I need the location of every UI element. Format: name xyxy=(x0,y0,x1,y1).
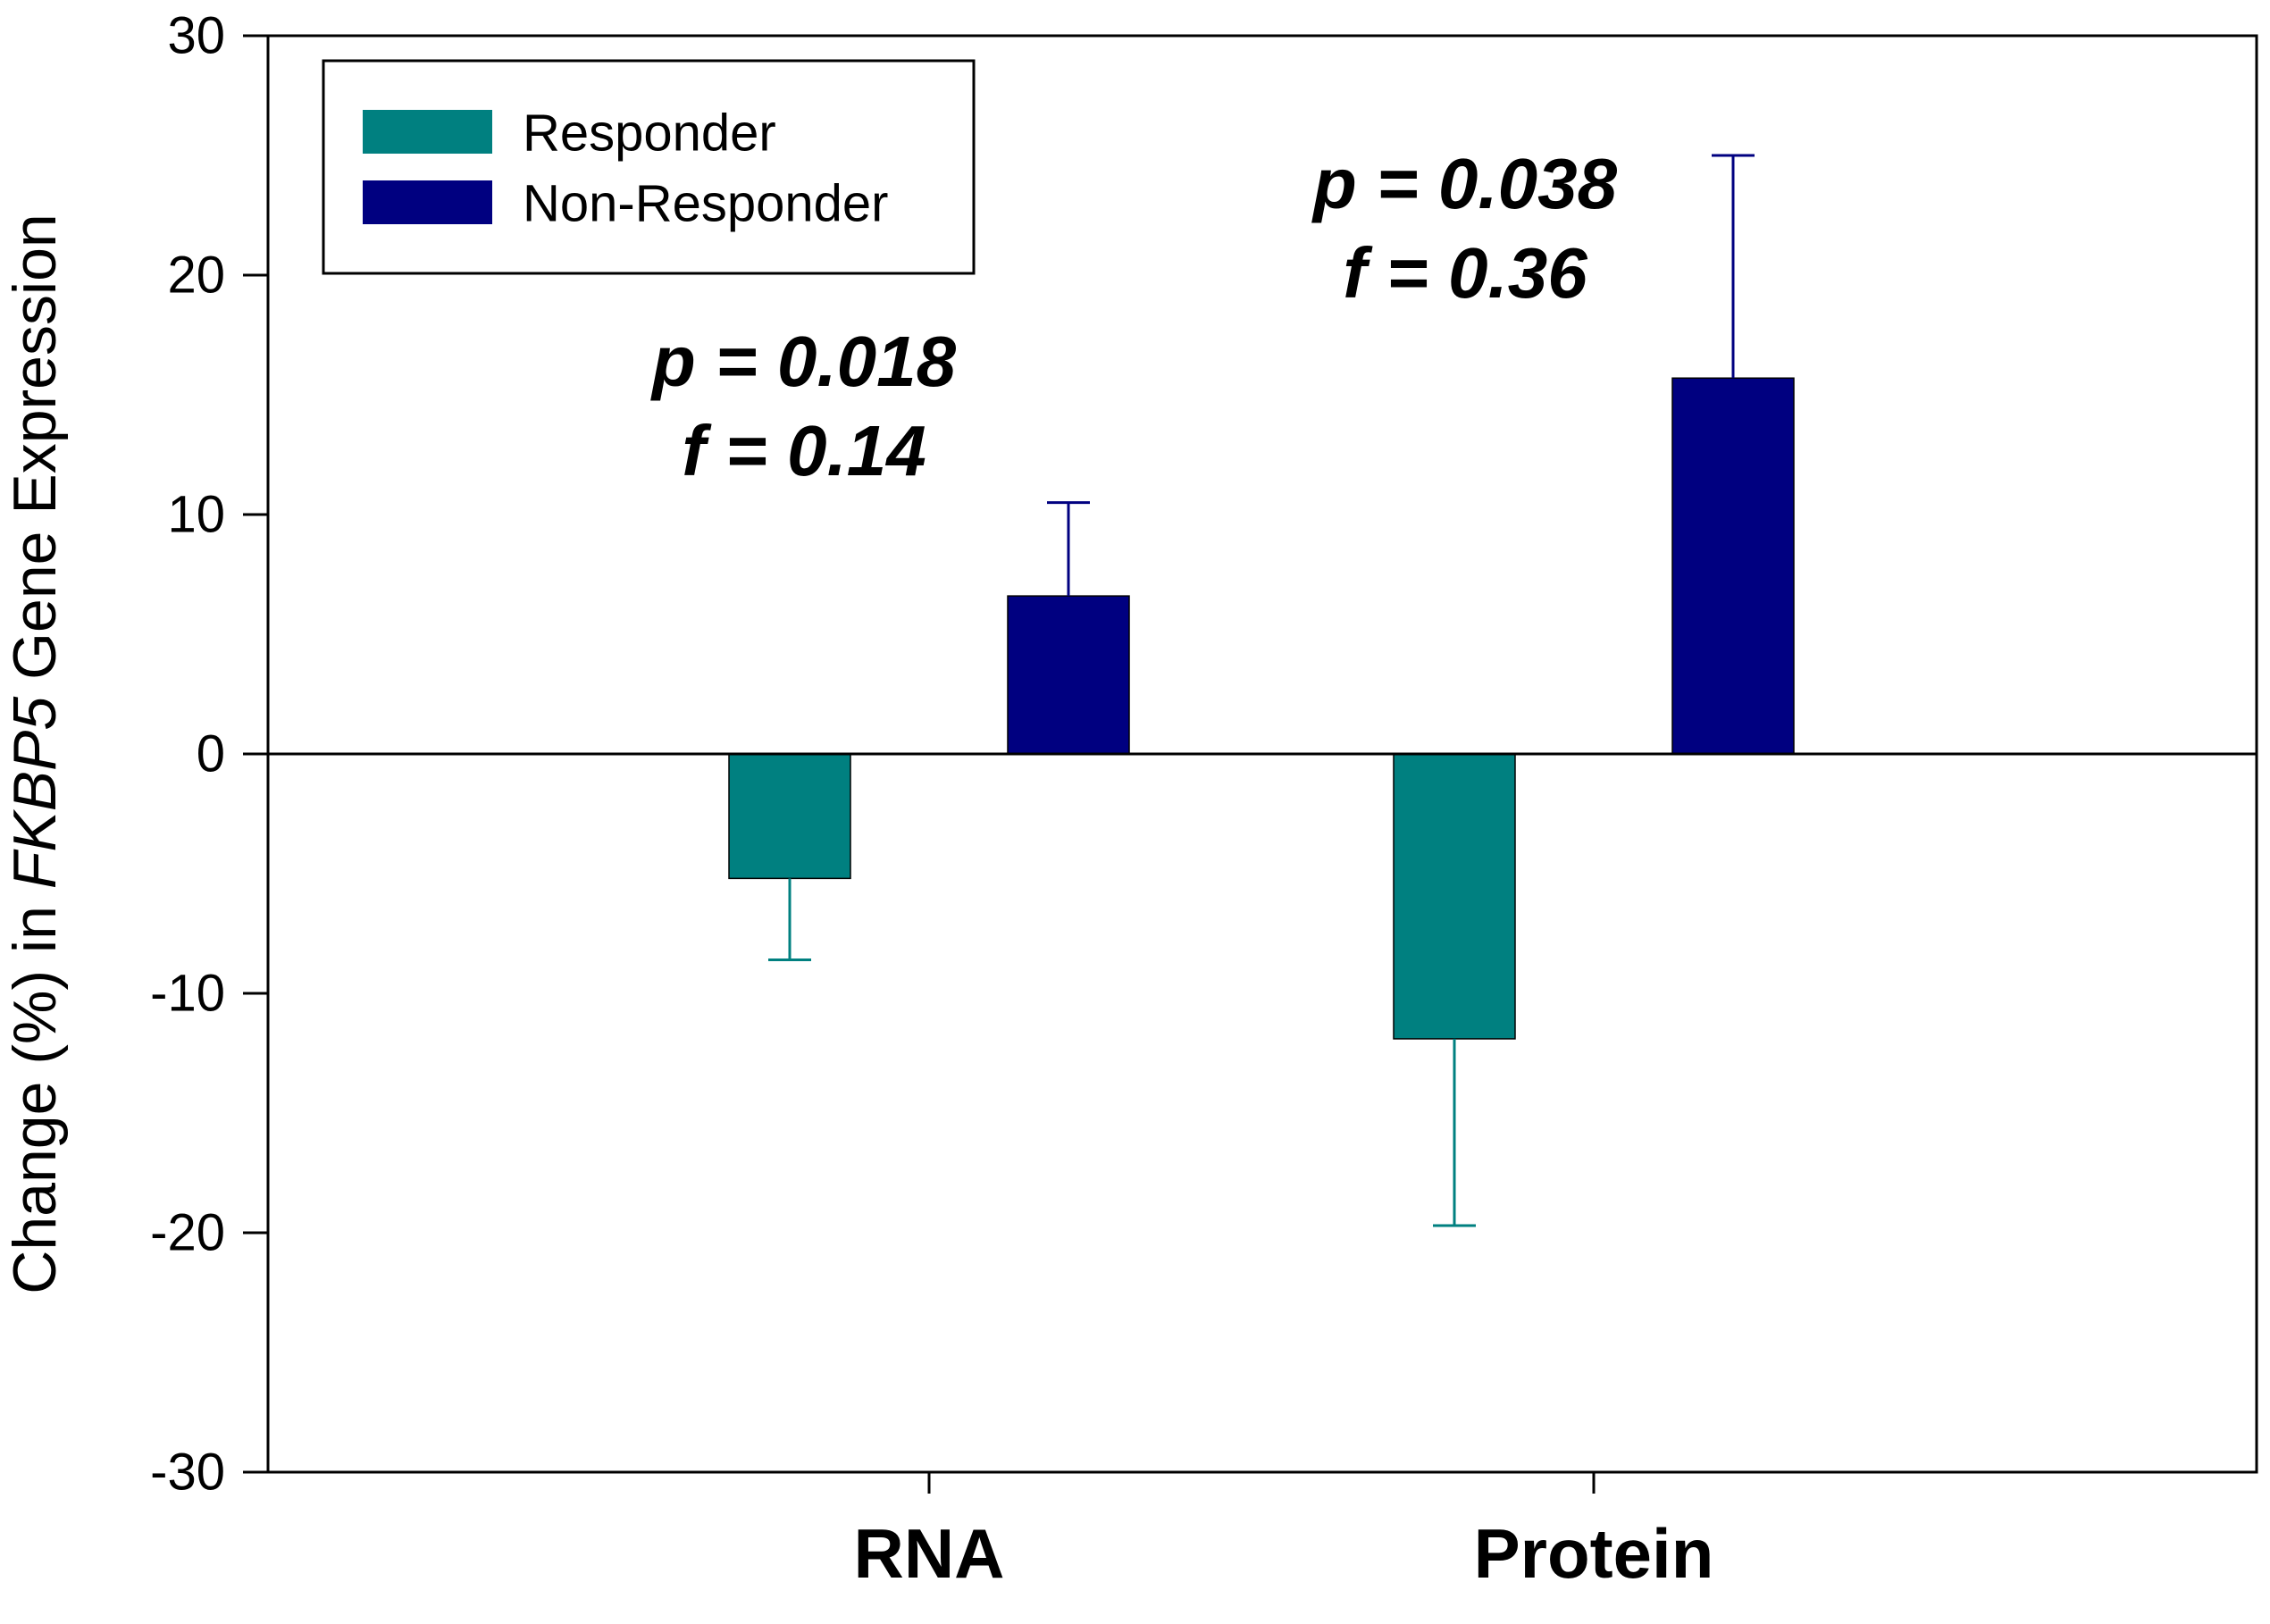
y-tick-label: 10 xyxy=(167,486,225,544)
y-tick: 0 xyxy=(197,725,268,783)
bar-non-responder-protein xyxy=(1671,377,1795,755)
x-tick-label-rna: RNA xyxy=(854,1514,1005,1593)
y-tick: -30 xyxy=(150,1444,268,1502)
y-tick: 20 xyxy=(167,247,268,305)
y-axis-title-suffix: Gene Expression xyxy=(1,213,69,697)
legend-swatch-non-responder xyxy=(363,180,492,224)
y-axis: 30 20 10 0 -10 -20 -30 xyxy=(150,7,268,1502)
y-tick-label: -20 xyxy=(150,1204,225,1262)
y-tick-label: 30 xyxy=(167,7,225,65)
y-axis-title-prefix: Change (%) in xyxy=(1,889,69,1294)
y-tick-label: 0 xyxy=(197,725,225,783)
annotation-f-rna: f = 0.14 xyxy=(682,411,926,490)
annotation-p-rna: p = 0.018 xyxy=(650,322,957,401)
bars-layer: RNA Protein p = 0.018 f = 0.14 p = 0.038 f = … xyxy=(650,144,1795,1593)
y-tick-label: 20 xyxy=(167,247,225,305)
y-axis-title: Change (%) in FKBP5 Gene Expression xyxy=(1,213,69,1294)
annotation-f-protein: f = 0.36 xyxy=(1343,233,1587,313)
bar-responder-protein xyxy=(1393,753,1516,1040)
legend: Responder Non-Responder xyxy=(322,59,976,275)
y-tick: 30 xyxy=(167,7,268,65)
x-tick-label-protein: Protein xyxy=(1474,1514,1714,1593)
y-tick: -10 xyxy=(150,965,268,1023)
annotation-p-protein: p = 0.038 xyxy=(1311,144,1618,223)
y-axis-title-gene: FKBP5 xyxy=(1,697,69,890)
y-tick: -20 xyxy=(150,1204,268,1262)
legend-box xyxy=(322,59,976,275)
bar-non-responder-rna xyxy=(1007,595,1130,755)
y-tick-label: -10 xyxy=(150,965,225,1023)
y-tick: 10 xyxy=(167,486,268,544)
legend-label-non-responder: Non-Responder xyxy=(523,175,888,233)
y-tick-label: -30 xyxy=(150,1444,225,1502)
legend-swatch-responder xyxy=(363,110,492,154)
legend-label-responder: Responder xyxy=(523,105,776,163)
bar-responder-rna xyxy=(728,753,851,880)
